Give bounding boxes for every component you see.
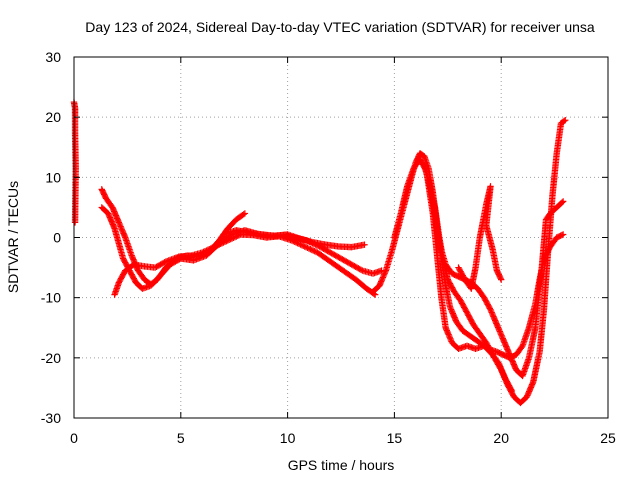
data-point xyxy=(301,243,308,250)
data-point xyxy=(216,241,223,248)
data-point xyxy=(214,241,222,249)
series-track-i xyxy=(425,177,516,395)
data-point xyxy=(518,343,525,351)
data-point xyxy=(211,243,219,250)
data-point xyxy=(241,210,249,217)
data-point xyxy=(201,248,209,255)
data-point xyxy=(559,231,567,238)
data-point xyxy=(226,236,233,244)
series-track-g xyxy=(391,116,569,407)
y-tick-label: 10 xyxy=(45,169,61,185)
data-point xyxy=(161,259,168,266)
data-point xyxy=(218,239,226,247)
data-point xyxy=(561,117,568,125)
data-point xyxy=(294,239,301,247)
y-tick-label: -30 xyxy=(41,410,61,426)
data-point xyxy=(305,245,313,252)
grid xyxy=(74,57,608,418)
data-point xyxy=(298,241,306,249)
data-point xyxy=(310,247,317,254)
x-tick-label: 10 xyxy=(280,430,296,446)
data-point xyxy=(230,234,237,242)
data-point xyxy=(507,386,515,393)
x-tick-label: 5 xyxy=(177,430,185,446)
data-point xyxy=(558,199,566,206)
data-point xyxy=(498,276,505,283)
y-tick-label: -20 xyxy=(41,350,61,366)
series-track-a xyxy=(70,98,79,226)
y-tick-label: 0 xyxy=(53,230,61,246)
data-point xyxy=(361,241,368,248)
data-point xyxy=(208,244,216,252)
data-point xyxy=(300,242,307,250)
data-point xyxy=(204,246,212,254)
data-points xyxy=(70,98,569,407)
data-point xyxy=(308,246,316,254)
data-point xyxy=(71,219,79,226)
x-tick-label: 25 xyxy=(600,430,616,446)
data-point xyxy=(206,245,213,253)
data-point xyxy=(295,240,303,248)
y-axis-label: SDTVAR / TECUs xyxy=(5,181,21,293)
data-point xyxy=(231,233,239,241)
data-point xyxy=(227,235,234,243)
data-point xyxy=(207,245,214,252)
data-point xyxy=(233,233,240,240)
axis-ticks: 0 5 10 15 20 25 -30 -20 -10 0 10 20 30 xyxy=(41,49,616,446)
data-point xyxy=(198,249,206,256)
data-point xyxy=(558,231,566,239)
data-point xyxy=(307,245,314,253)
x-tick-label: 15 xyxy=(387,430,403,446)
data-point xyxy=(357,266,365,274)
data-point xyxy=(223,237,230,245)
series-track-e xyxy=(220,227,368,251)
data-point xyxy=(220,239,227,246)
data-point xyxy=(497,275,504,282)
series-track-j xyxy=(455,183,505,292)
y-tick-label: -10 xyxy=(41,290,61,306)
data-point xyxy=(210,243,217,251)
data-point xyxy=(200,248,207,256)
y-tick-label: 20 xyxy=(45,109,61,125)
data-point xyxy=(311,248,318,255)
data-point xyxy=(203,247,210,254)
y-tick-label: 30 xyxy=(45,49,61,65)
data-point xyxy=(508,387,516,395)
data-point xyxy=(559,198,567,205)
data-point xyxy=(221,238,229,246)
data-point xyxy=(217,240,224,248)
x-tick-label: 0 xyxy=(70,430,78,446)
data-point xyxy=(562,116,569,124)
x-axis-label: GPS time / hours xyxy=(288,457,395,473)
chart-title: Day 123 of 2024, Sidereal Day-to-day VTE… xyxy=(85,19,595,35)
data-point xyxy=(304,244,311,252)
data-point xyxy=(302,243,310,251)
data-point xyxy=(297,241,304,248)
data-point xyxy=(224,237,231,244)
data-point xyxy=(228,235,236,242)
data-point xyxy=(213,242,220,250)
x-tick-label: 20 xyxy=(493,430,509,446)
data-point xyxy=(240,211,247,218)
